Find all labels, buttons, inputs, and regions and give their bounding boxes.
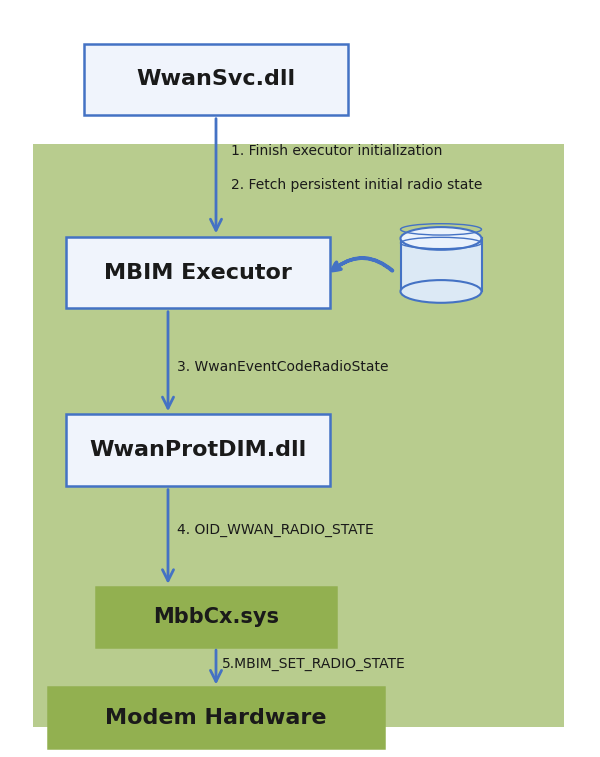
Text: WwanSvc.dll: WwanSvc.dll [136,70,296,89]
FancyArrowPatch shape [332,258,392,271]
FancyBboxPatch shape [33,144,564,727]
FancyBboxPatch shape [66,236,330,309]
Text: 2. Fetch persistent initial radio state: 2. Fetch persistent initial radio state [231,179,482,192]
Text: MBIM Executor: MBIM Executor [104,263,292,282]
FancyBboxPatch shape [96,587,336,647]
Text: WwanProtDIM.dll: WwanProtDIM.dll [89,441,307,460]
FancyBboxPatch shape [401,238,482,291]
FancyBboxPatch shape [66,415,330,486]
FancyBboxPatch shape [84,43,348,115]
FancyBboxPatch shape [48,687,384,748]
Text: 1. Finish executor initialization: 1. Finish executor initialization [231,145,442,158]
Text: Modem Hardware: Modem Hardware [105,708,327,727]
Text: 5.MBIM_SET_RADIO_STATE: 5.MBIM_SET_RADIO_STATE [222,657,406,671]
Ellipse shape [401,280,482,303]
Ellipse shape [401,227,482,250]
Text: 4. OID_WWAN_RADIO_STATE: 4. OID_WWAN_RADIO_STATE [177,523,374,537]
Text: 3. WwanEventCodeRadioState: 3. WwanEventCodeRadioState [177,360,389,374]
Text: MbbCx.sys: MbbCx.sys [153,607,279,627]
